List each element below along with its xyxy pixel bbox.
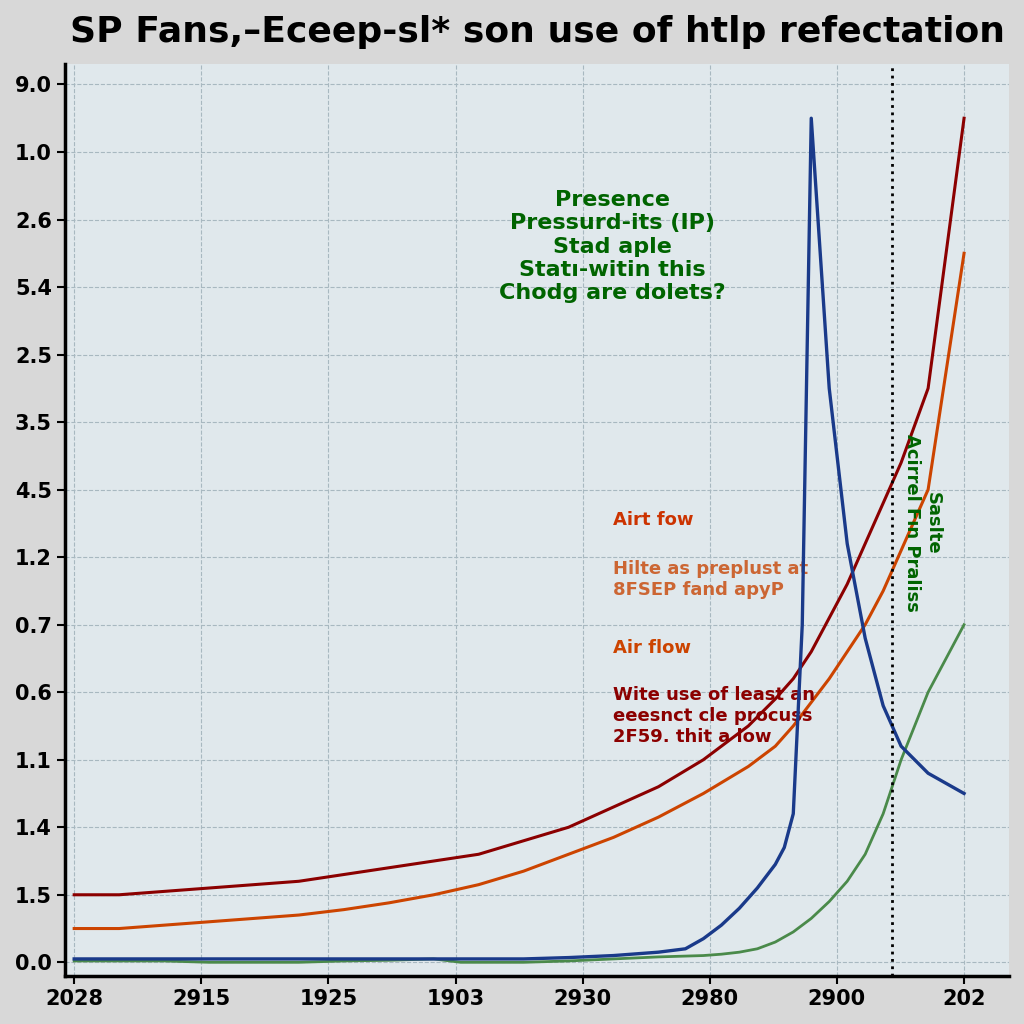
Text: Wite use of least an
eeesnct cle procuss
2F59. thit a low: Wite use of least an eeesnct cle procuss…	[612, 686, 815, 745]
Text: Hilte as preplust at
8FSEP fand apyP: Hilte as preplust at 8FSEP fand apyP	[612, 560, 808, 599]
Text: Acirrel Fın Praliss: Acirrel Fın Praliss	[903, 434, 921, 612]
Text: Airt fow: Airt fow	[612, 511, 693, 529]
Title: SP Fans,–Eceep-sl* son use of htlp refectation: SP Fans,–Eceep-sl* son use of htlp refec…	[70, 15, 1005, 49]
Text: Air flow: Air flow	[612, 639, 690, 656]
Text: Presence
Pressurd-its (IP)
Stad aple
Statı-witin this
Chodg are dolets?: Presence Pressurd-its (IP) Stad aple Sta…	[500, 190, 726, 303]
Text: Saslte: Saslte	[924, 493, 942, 555]
